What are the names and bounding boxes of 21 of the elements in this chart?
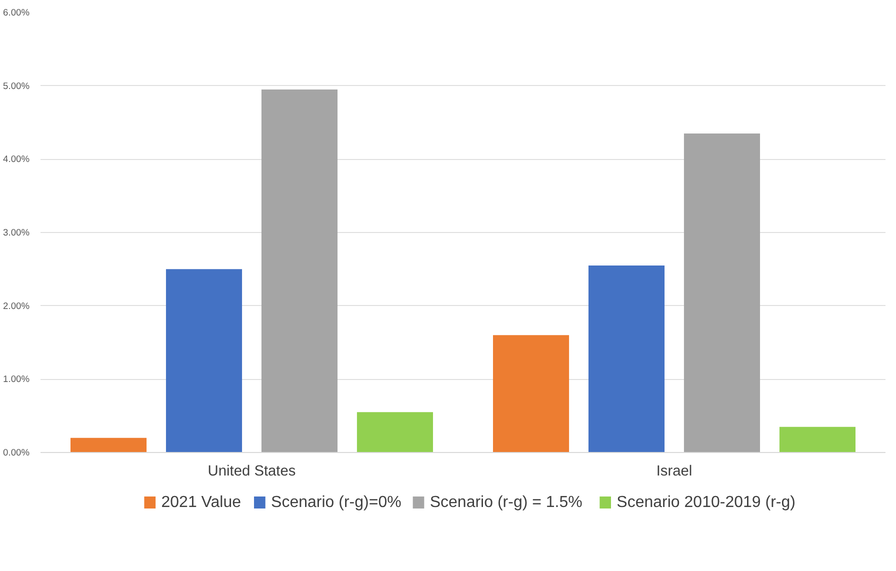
y-tick-label: 6.00% [3, 8, 30, 18]
bar [356, 412, 434, 452]
bar [261, 90, 338, 452]
y-tick-label: 1.00% [3, 374, 30, 384]
legend-label: Scenario (r-g) = 1.5% [430, 494, 582, 511]
y-tick-label: 5.00% [3, 80, 30, 91]
bar [684, 134, 760, 452]
bar [588, 266, 665, 452]
bar [493, 335, 570, 452]
y-tick-label: 4.00% [3, 154, 30, 164]
y-tick-label: 0.00% [3, 448, 30, 458]
legend-label: Scenario (r-g)=0% [271, 494, 402, 511]
y-tick-label: 2.00% [3, 300, 30, 311]
x-tick-label: United States [208, 464, 296, 480]
y-tick-label: 3.00% [3, 228, 30, 238]
x-tick-label: Israel [656, 464, 692, 480]
legend-label: Scenario 2010-2019 (r-g) [616, 494, 796, 511]
legend-label: 2021 Value [161, 494, 242, 511]
bar [70, 438, 147, 452]
bar [779, 426, 856, 452]
bar [166, 269, 242, 452]
